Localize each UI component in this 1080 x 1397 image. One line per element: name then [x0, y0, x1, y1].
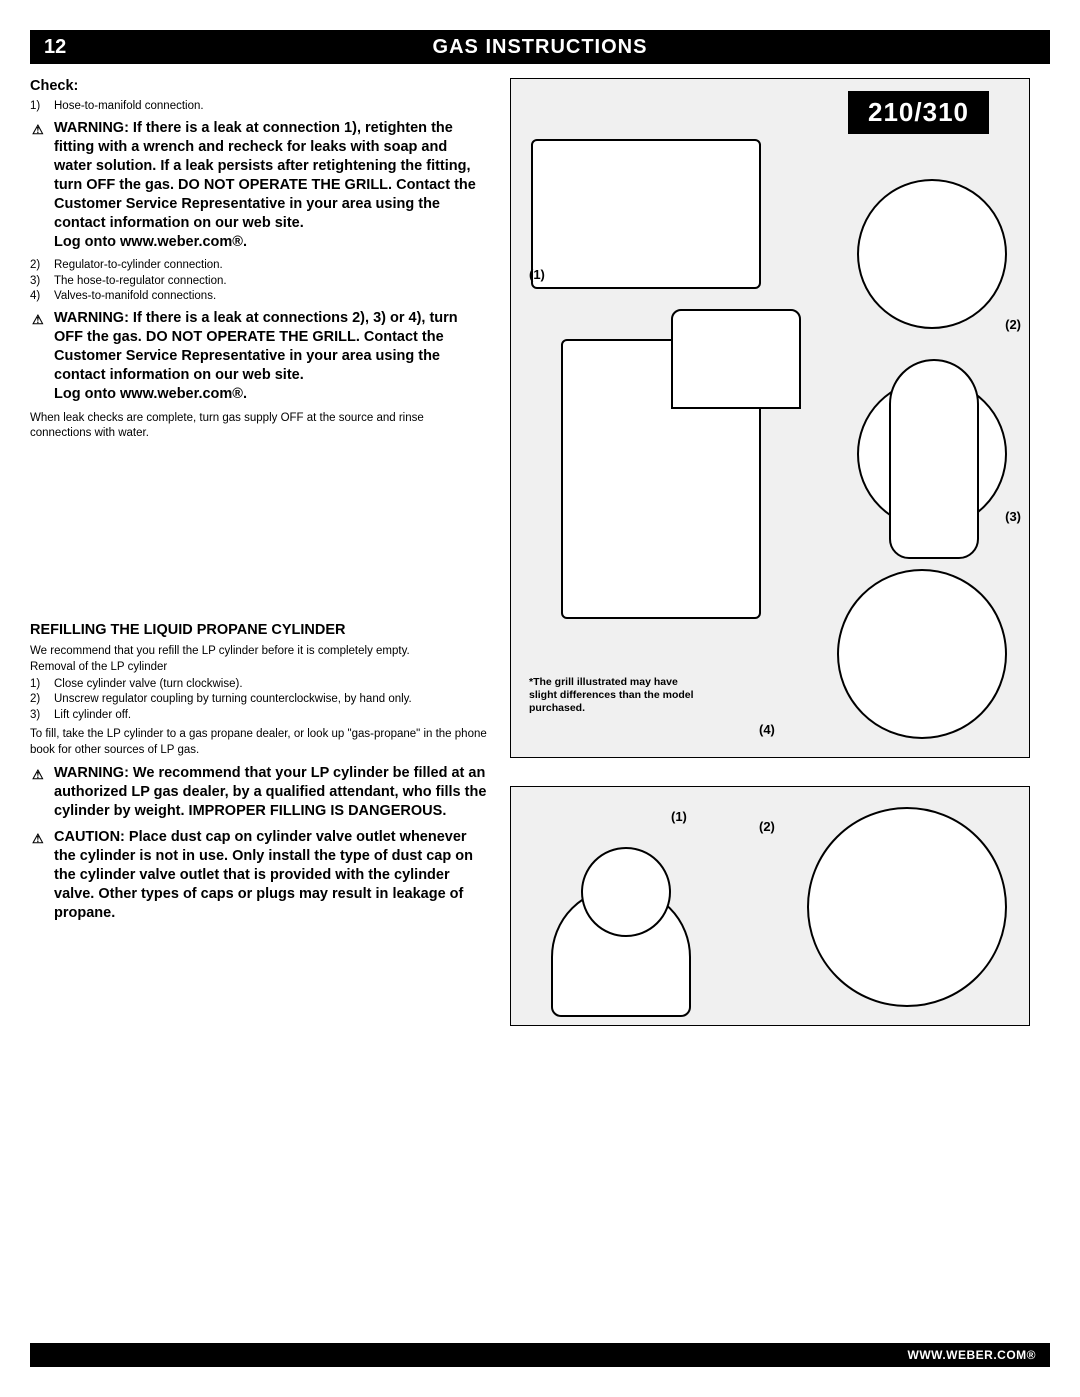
log-onto-text: Log onto www.weber.com®.: [54, 234, 247, 250]
list-text: Valves-to-manifold connections.: [54, 289, 216, 305]
list-text: The hose-to-regulator connection.: [54, 274, 227, 290]
warning-2: ⚠ WARNING: If there is a leak at connect…: [30, 309, 488, 405]
refilling-heading: REFILLING THE LIQUID PROPANE CYLINDER: [30, 622, 488, 638]
warning-text: WARNING: If there is a leak at connectio…: [54, 120, 476, 232]
warning-icon: ⚠: [32, 830, 44, 847]
refill-note: To fill, take the LP cylinder to a gas p…: [30, 727, 488, 758]
warning-icon: ⚠: [32, 121, 44, 138]
refill-intro: We recommend that you refill the LP cyli…: [30, 644, 488, 660]
list-number: 1): [30, 677, 54, 693]
sub-callout-2: (2): [759, 819, 775, 834]
warning-text: WARNING: We recommend that your LP cylin…: [54, 765, 486, 819]
sub-callout-1: (1): [671, 809, 687, 824]
list-number: 1): [30, 99, 54, 115]
content-area: Check: 1)Hose-to-manifold connection. ⚠ …: [30, 78, 1050, 1054]
callout-3: (3): [1005, 509, 1021, 524]
page-number: 12: [30, 36, 66, 59]
warning-icon: ⚠: [32, 311, 44, 328]
callout-1: (1): [529, 267, 545, 282]
warning-text: WARNING: If there is a leak at connectio…: [54, 310, 458, 383]
check-list-1: 1)Hose-to-manifold connection.: [30, 99, 488, 115]
callout-2: (2): [1005, 317, 1021, 332]
detail-circle-sub1: [581, 847, 671, 937]
callout-4: (4): [759, 722, 775, 737]
cylinder-illustration: [889, 359, 979, 559]
list-text: Close cylinder valve (turn clockwise).: [54, 677, 243, 693]
footer-url: WWW.WEBER.COM®: [908, 1348, 1037, 1362]
removal-list: 1)Close cylinder valve (turn clockwise).…: [30, 677, 488, 724]
check-heading: Check:: [30, 78, 488, 94]
list-number: 4): [30, 289, 54, 305]
list-text: Hose-to-manifold connection.: [54, 99, 204, 115]
warning-3: ⚠ WARNING: We recommend that your LP cyl…: [30, 764, 488, 821]
warning-1: ⚠ WARNING: If there is a leak at connect…: [30, 119, 488, 253]
detail-circle-sub2: [807, 807, 1007, 1007]
check-list-2: 2)Regulator-to-cylinder connection. 3)Th…: [30, 258, 488, 305]
grill-lid-illustration: [671, 309, 801, 409]
list-text: Lift cylinder off.: [54, 708, 131, 724]
model-badge: 210/310: [848, 91, 989, 134]
warning-icon: ⚠: [32, 766, 44, 783]
list-text: Regulator-to-cylinder connection.: [54, 258, 223, 274]
removal-heading: Removal of the LP cylinder: [30, 660, 488, 676]
list-number: 3): [30, 274, 54, 290]
list-number: 2): [30, 258, 54, 274]
right-column: 210/310 (1) (2) (3) (4) *The grill illus…: [510, 78, 1030, 1054]
after-checks-text: When leak checks are complete, turn gas …: [30, 411, 488, 442]
caution-1: ⚠ CAUTION: Place dust cap on cylinder va…: [30, 828, 488, 924]
header-title: GAS INSTRUCTIONS: [433, 36, 648, 59]
footer-bar: WWW.WEBER.COM®: [30, 1343, 1050, 1367]
main-diagram: 210/310 (1) (2) (3) (4) *The grill illus…: [510, 78, 1030, 758]
caution-text: CAUTION: Place dust cap on cylinder valv…: [54, 829, 473, 922]
sub-diagram: (1) (2): [510, 786, 1030, 1026]
detail-circle-4: [837, 569, 1007, 739]
list-text: Unscrew regulator coupling by turning co…: [54, 692, 412, 708]
list-number: 2): [30, 692, 54, 708]
header-bar: 12 GAS INSTRUCTIONS: [30, 30, 1050, 64]
log-onto-text: Log onto www.weber.com®.: [54, 386, 247, 402]
detail-circle-2: [857, 179, 1007, 329]
left-column: Check: 1)Hose-to-manifold connection. ⚠ …: [30, 78, 488, 1054]
list-number: 3): [30, 708, 54, 724]
burner-top-illustration: [531, 139, 761, 289]
diagram-note: *The grill illustrated may have slight d…: [529, 676, 699, 715]
